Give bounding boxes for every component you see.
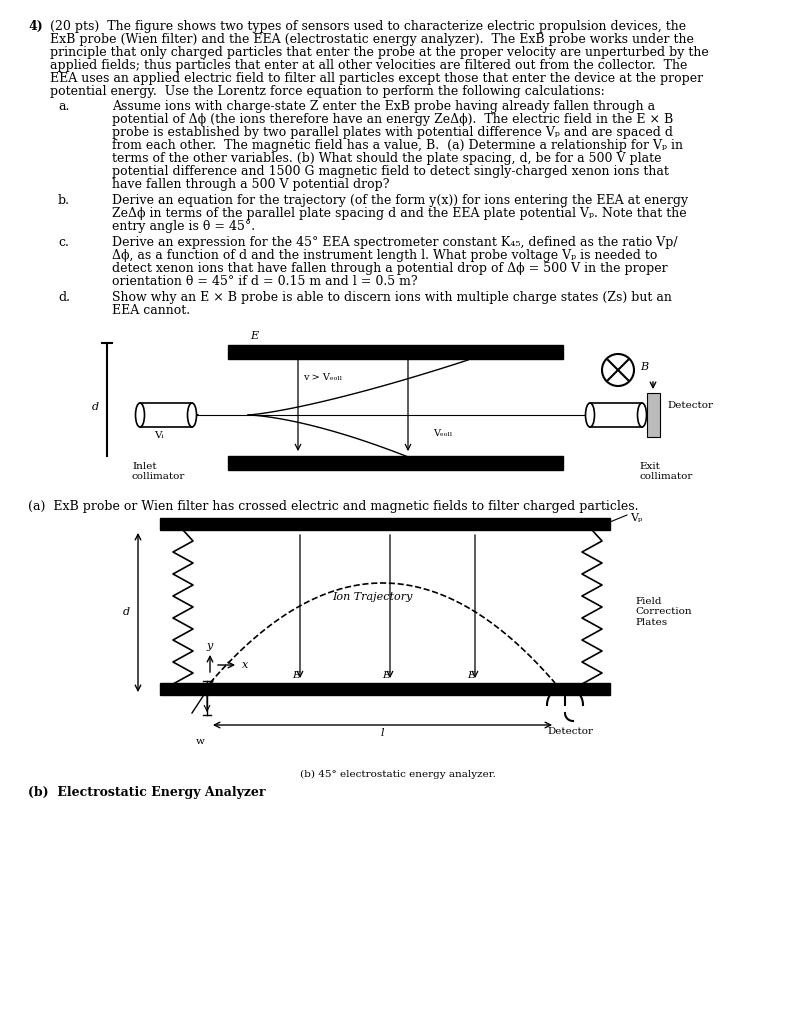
Text: Vₚ: Vₚ [630, 513, 642, 523]
Text: (a)  ExB probe or Wien filter has crossed electric and magnetic fields to filter: (a) ExB probe or Wien filter has crossed… [28, 500, 638, 513]
Text: Show why an E × B probe is able to discern ions with multiple charge states (Zs): Show why an E × B probe is able to disce… [112, 291, 672, 304]
Text: y: y [207, 641, 213, 651]
Text: E: E [467, 671, 474, 680]
Text: Detector: Detector [667, 400, 713, 410]
Text: b.: b. [58, 194, 70, 207]
Text: potential difference and 1500 G magnetic field to detect singly-charged xenon io: potential difference and 1500 G magnetic… [112, 165, 669, 178]
Text: Inlet
collimator: Inlet collimator [132, 462, 185, 481]
Text: l: l [380, 728, 384, 738]
Text: Assume ions with charge-state Z enter the ExB probe having already fallen throug: Assume ions with charge-state Z enter th… [112, 100, 655, 113]
Text: B: B [640, 362, 648, 372]
Bar [590, 403, 642, 427]
Text: entry angle is θ = 45°.: entry angle is θ = 45°. [112, 220, 256, 233]
Text: Derive an equation for the trajectory (of the form y(x)) for ions entering the E: Derive an equation for the trajectory (o… [112, 194, 688, 207]
Text: c.: c. [58, 236, 69, 249]
Bar [160, 518, 610, 530]
Text: EEA uses an applied electric field to filter all particles except those that ent: EEA uses an applied electric field to fi… [50, 72, 703, 85]
Text: have fallen through a 500 V potential drop?: have fallen through a 500 V potential dr… [112, 178, 389, 191]
Text: EEA cannot.: EEA cannot. [112, 304, 190, 317]
Text: ZeΔϕ in terms of the parallel plate spacing d and the EEA plate potential Vₚ. No: ZeΔϕ in terms of the parallel plate spac… [112, 207, 687, 220]
Text: ExB probe (Wien filter) and the EEA (electrostatic energy analyzer).  The ExB pr: ExB probe (Wien filter) and the EEA (ele… [50, 33, 694, 46]
Ellipse shape [586, 403, 595, 427]
Text: d.: d. [58, 291, 70, 304]
Ellipse shape [638, 403, 646, 427]
Text: Δϕ, as a function of d and the instrument length l. What probe voltage Vₚ is nee: Δϕ, as a function of d and the instrumen… [112, 249, 657, 262]
Text: w: w [196, 737, 205, 746]
Text: orientation θ = 45° if d = 0.15 m and l = 0.5 m?: orientation θ = 45° if d = 0.15 m and l … [112, 275, 418, 288]
Text: Vₑₒₗₗ: Vₑₒₗₗ [433, 429, 452, 438]
Text: v < Vₑₒₗₗ: v < Vₑₒₗₗ [288, 457, 327, 466]
Text: v > Vₑₒₗₗ: v > Vₑₒₗₗ [303, 373, 342, 382]
Text: Field
Correction
Plates: Field Correction Plates [635, 597, 692, 627]
Text: (20 pts)  The figure shows two types of sensors used to characterize electric pr: (20 pts) The figure shows two types of s… [50, 20, 686, 33]
Bar [647, 393, 660, 437]
Text: detect xenon ions that have fallen through a potential drop of Δϕ = 500 V in the: detect xenon ions that have fallen throu… [112, 262, 668, 275]
Text: θ: θ [222, 688, 228, 698]
Text: Exit
collimator: Exit collimator [639, 462, 693, 481]
Bar [228, 345, 563, 359]
Text: principle that only charged particles that enter the probe at the proper velocit: principle that only charged particles th… [50, 46, 708, 59]
Text: E: E [250, 331, 258, 341]
Ellipse shape [188, 403, 197, 427]
Text: x: x [242, 660, 248, 670]
Bar [228, 456, 563, 470]
Text: Ion Trajectory: Ion Trajectory [332, 592, 412, 602]
Ellipse shape [135, 403, 145, 427]
Text: Vᵢ: Vᵢ [154, 431, 164, 440]
Text: applied fields; thus particles that enter at all other velocities are filtered o: applied fields; thus particles that ente… [50, 59, 688, 72]
Text: probe is established by two parallel plates with potential difference Vₚ and are: probe is established by two parallel pla… [112, 126, 673, 139]
Text: (b) 45° electrostatic energy analyzer.: (b) 45° electrostatic energy analyzer. [300, 770, 496, 779]
Text: E: E [292, 671, 300, 680]
Text: d: d [92, 402, 99, 412]
Text: d: d [123, 607, 130, 617]
Text: Derive an expression for the 45° EEA spectrometer constant K₄₅, defined as the r: Derive an expression for the 45° EEA spe… [112, 236, 677, 249]
Text: potential of Δϕ (the ions therefore have an energy ZeΔϕ).  The electric field in: potential of Δϕ (the ions therefore have… [112, 113, 673, 126]
Bar [140, 403, 192, 427]
Text: potential energy.  Use the Lorentz force equation to perform the following calcu: potential energy. Use the Lorentz force … [50, 85, 605, 98]
Text: E: E [382, 671, 390, 680]
Bar [160, 683, 610, 695]
Text: terms of the other variables. (b) What should the plate spacing, d, be for a 500: terms of the other variables. (b) What s… [112, 152, 661, 165]
Text: a.: a. [58, 100, 69, 113]
Text: 4): 4) [28, 20, 43, 33]
Text: Detector: Detector [547, 727, 593, 736]
Text: from each other.  The magnetic field has a value, B.  (a) Determine a relationsh: from each other. The magnetic field has … [112, 139, 683, 152]
Text: (b)  Electrostatic Energy Analyzer: (b) Electrostatic Energy Analyzer [28, 786, 266, 799]
